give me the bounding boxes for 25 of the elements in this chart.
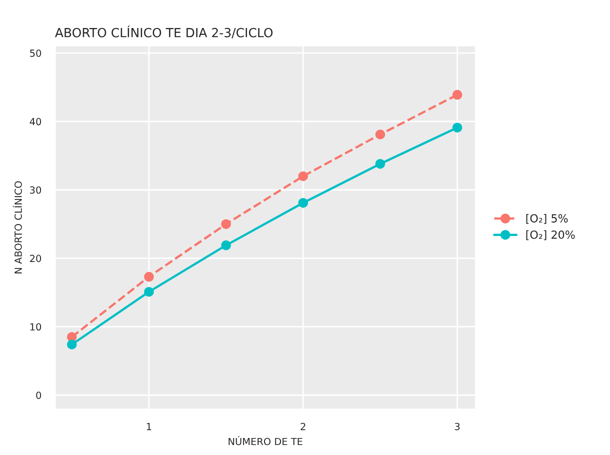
x-tick-label: 2: [300, 422, 306, 430]
point: [221, 219, 231, 229]
point: [298, 198, 308, 208]
point: [144, 286, 154, 297]
y-tick-label: 0: [36, 392, 42, 399]
legend-label: [O₂] 20%: [526, 230, 575, 240]
point: [375, 159, 386, 169]
y-tick-label: 30: [30, 186, 42, 194]
x-axis-title: NÚMERO DE TE: [228, 436, 302, 446]
y-axis-title: N ABORTO CLÍNICO: [12, 181, 22, 274]
point: [67, 340, 77, 350]
y-tick-label: 20: [30, 254, 42, 262]
x-tick-label: 1: [146, 422, 152, 430]
point: [144, 272, 154, 282]
y-tick-label: 10: [30, 323, 42, 331]
point: [452, 122, 462, 132]
x-tick-label: 3: [454, 422, 460, 430]
y-tick-label: 40: [30, 118, 42, 126]
point: [375, 130, 386, 140]
legend-label: [O₂] 5%: [526, 214, 568, 224]
point: [452, 90, 462, 100]
point: [221, 240, 231, 250]
point: [298, 171, 308, 182]
chart-title: ABORTO CLÍNICO TE DIA 2-3/CICLO: [55, 26, 273, 38]
y-tick-label: 50: [30, 50, 42, 57]
